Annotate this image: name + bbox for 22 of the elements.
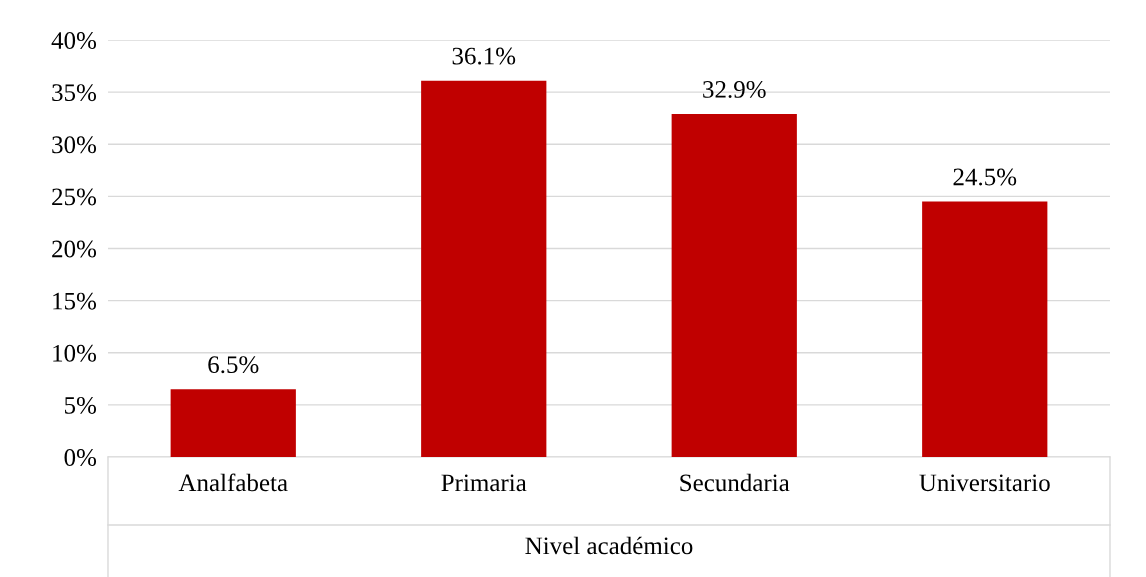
y-tick-label: 35%	[52, 84, 97, 102]
bar	[170, 389, 296, 457]
y-tick-label: 20%	[52, 240, 97, 258]
data-label: 6.5%	[208, 356, 259, 374]
data-label: 32.9%	[703, 80, 766, 98]
data-label: 24.5%	[953, 168, 1017, 186]
x-tick-label: Primaria	[441, 474, 527, 492]
y-tick-label: 0%	[64, 449, 97, 466]
y-tick-label: 5%	[65, 396, 97, 414]
data-label: 36.1%	[452, 47, 516, 65]
y-tick-label: 10%	[53, 344, 97, 362]
y-tick-label: 15%	[53, 292, 97, 310]
bar	[922, 201, 1048, 457]
x-tick-label: Universitario	[919, 474, 1050, 492]
x-tick-label: Secundaria	[680, 473, 790, 492]
y-tick-label: 30%	[52, 136, 97, 154]
bar	[671, 114, 797, 457]
y-tick-label: 40%	[51, 32, 97, 49]
x-axis-title: Nivel académico	[525, 536, 693, 555]
y-tick-label: 25%	[52, 188, 97, 206]
x-tick-label: Analfabeta	[178, 473, 288, 492]
bar	[421, 80, 547, 457]
